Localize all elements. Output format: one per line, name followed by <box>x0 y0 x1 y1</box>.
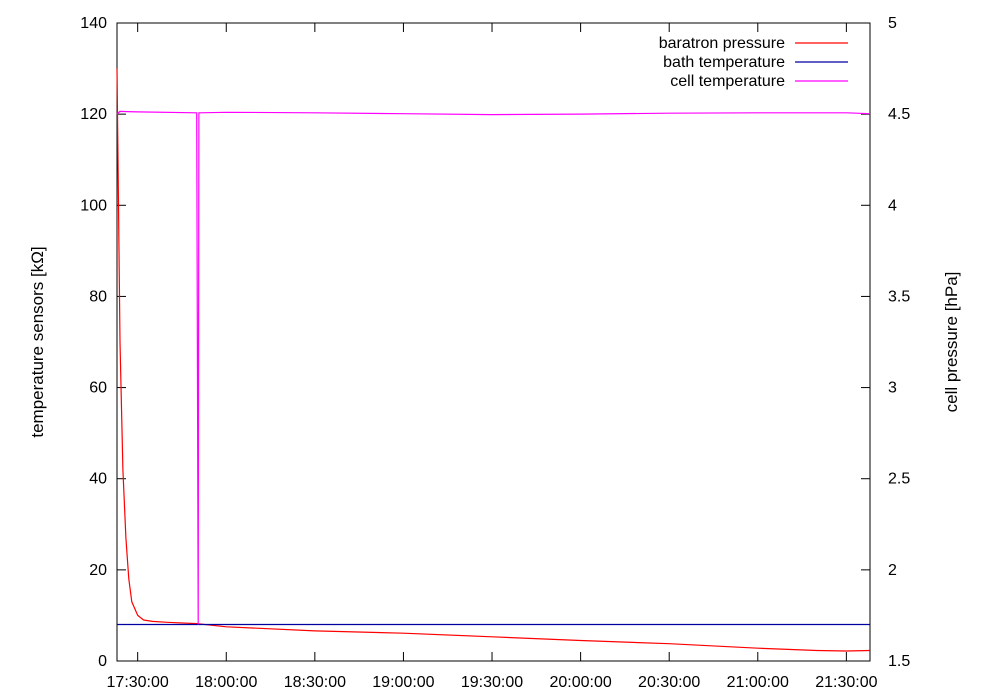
x-tick-label: 20:00:00 <box>549 674 611 691</box>
y2-tick-label: 2 <box>888 562 897 579</box>
x-tick-label: 21:00:00 <box>727 674 789 691</box>
ticks-layer: 0 20 40 60 80 100 120 140 1.5 2 2.5 3 3.5 4 4.5 5 17:30:… <box>80 15 910 691</box>
y2-tick-label: 3 <box>888 380 897 397</box>
y2-tick-label: 4.5 <box>888 106 910 123</box>
series-layer <box>116 68 871 652</box>
legend-label: cell temperature <box>670 73 785 90</box>
y2-tick-label: 4 <box>888 197 897 214</box>
y-tick-label: 0 <box>98 653 107 670</box>
x-tick-label: 19:00:00 <box>372 674 434 691</box>
y2-axis-title: cell pressure [hPa] <box>942 272 961 413</box>
y-axis-title: temperature sensors [kΩ] <box>28 246 47 437</box>
plot-frame <box>116 22 871 662</box>
legend: baratron pressure bath temperature cell te… <box>659 35 848 90</box>
x-tick-label: 20:30:00 <box>638 674 700 691</box>
y-tick-label: 60 <box>89 380 107 397</box>
series-line-baratron-pressure <box>116 68 871 652</box>
x-tick-label: 21:30:00 <box>815 674 877 691</box>
y-tick-label: 80 <box>89 288 107 305</box>
y-tick-label: 120 <box>80 106 107 123</box>
y-tick-label: 100 <box>80 197 107 214</box>
legend-label: baratron pressure <box>659 35 785 52</box>
x-tick-label: 19:30:00 <box>461 674 523 691</box>
y2-tick-label: 5 <box>888 15 897 32</box>
legend-label: bath temperature <box>663 54 785 71</box>
series-line-cell-temperature <box>116 110 871 625</box>
x-tick-label: 18:00:00 <box>195 674 257 691</box>
y2-tick-label: 1.5 <box>888 653 910 670</box>
x-tick-label: 17:30:00 <box>107 674 169 691</box>
y-tick-label: 20 <box>89 562 107 579</box>
y-tick-label: 140 <box>80 15 107 32</box>
y-tick-label: 40 <box>89 471 107 488</box>
y2-tick-label: 2.5 <box>888 471 910 488</box>
y2-tick-label: 3.5 <box>888 288 910 305</box>
x-tick-label: 18:30:00 <box>284 674 346 691</box>
